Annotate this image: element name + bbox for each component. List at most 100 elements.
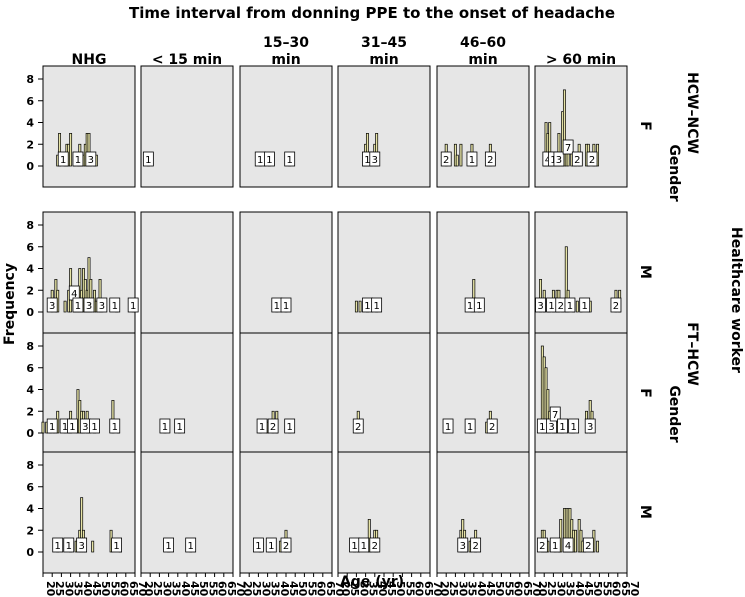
column-header-3-line2: min [369, 52, 398, 68]
value-label: 3 [99, 301, 105, 312]
panel-background [140, 451, 234, 574]
value-label-box [111, 537, 122, 553]
value-label: 1 [176, 422, 182, 433]
row-group-sublabel-1: Gender [666, 385, 682, 442]
value-label: 1 [49, 422, 55, 433]
row-label-3: M [637, 505, 653, 519]
histogram-bar [596, 540, 600, 553]
value-label-box [85, 151, 97, 167]
x-tick-label: 70 [431, 581, 444, 597]
panel-background [140, 211, 234, 334]
x-tick-label: 45 [90, 581, 103, 596]
value-label-box [72, 297, 84, 313]
histogram-bar [367, 519, 371, 553]
column-header-5: > 60 min [546, 52, 616, 68]
x-tick-label: 55 [600, 581, 613, 596]
histogram-bar [559, 519, 563, 553]
x-tick-label: 70 [234, 581, 247, 597]
panel-background [534, 332, 628, 455]
y-tick-label: 2 [26, 524, 34, 537]
x-tick-label: 40 [376, 581, 389, 597]
value-label-box [549, 537, 561, 553]
value-label: 1 [351, 541, 357, 552]
value-label-box [96, 297, 108, 313]
value-label: 4 [545, 155, 551, 166]
x-tick-label: 30 [456, 581, 469, 597]
y-tick-label: 4 [26, 263, 34, 276]
x-tick-label: 45 [385, 581, 398, 596]
x-tick-label: 70 [628, 581, 641, 597]
value-label: 1 [373, 301, 379, 312]
value-label: 2 [585, 541, 591, 552]
histogram-bar [41, 421, 45, 434]
value-label-box [142, 151, 154, 167]
y-tick-label: 0 [26, 306, 34, 319]
x-tick-label: 35 [170, 581, 183, 596]
x-tick-label: 25 [250, 581, 263, 596]
panel-background [337, 332, 431, 455]
value-label-box [584, 418, 596, 434]
value-label: 3 [372, 155, 378, 166]
value-label: 1 [268, 541, 274, 552]
value-label-box [582, 537, 594, 553]
row-label-0: F [637, 121, 653, 131]
value-label: 1 [550, 155, 556, 166]
x-tick-label: 40 [179, 581, 192, 597]
value-label: 4 [71, 289, 77, 300]
row-group-label-0: HCW–NCW [684, 72, 700, 154]
x-tick-label: 20 [339, 581, 352, 597]
value-label-box [369, 537, 381, 553]
panel-r2-c5: 1 371 1 3 [534, 332, 628, 455]
x-tick-label: 30 [62, 581, 75, 597]
y-tick-label: 6 [26, 481, 34, 494]
value-label: 1 [112, 301, 118, 312]
value-label: 2 [589, 155, 595, 166]
value-label-box [159, 418, 171, 434]
value-label: 1 [283, 301, 289, 312]
value-label: 3 [82, 422, 88, 433]
panel-background [436, 332, 530, 455]
value-label: 1 [552, 541, 558, 552]
value-label: 1 [66, 541, 72, 552]
value-label-box [464, 418, 476, 434]
panel-background [42, 451, 136, 574]
y-tick-label: 6 [26, 362, 34, 375]
x-tick-label: 30 [357, 581, 370, 597]
value-label-box [358, 537, 370, 553]
panel-background [436, 211, 530, 334]
value-label-box [484, 151, 496, 167]
value-label-box [568, 418, 580, 434]
histogram-bar [354, 300, 358, 313]
x-tick-label: 20 [142, 581, 155, 597]
value-label: 1 [75, 301, 81, 312]
value-label-box [549, 406, 561, 422]
value-label-box [57, 151, 69, 167]
panel-r0-c1: 1 [140, 65, 234, 188]
x-tick-label: 45 [287, 581, 300, 596]
value-label: 2 [558, 301, 564, 312]
histogram-bar [459, 143, 463, 167]
x-tick-label: 25 [53, 581, 66, 596]
value-label: 2 [355, 422, 361, 433]
panel-background [436, 65, 530, 188]
x-tick-label: 55 [305, 581, 318, 596]
column-header-4-line1: 46–60 [460, 35, 506, 51]
x-tick-label: 35 [564, 581, 577, 596]
value-label: 2 [372, 541, 378, 552]
histogram-bar [63, 300, 67, 313]
value-label: 1 [130, 301, 136, 312]
x-tick-label: 70 [136, 581, 149, 597]
value-label-box [562, 139, 574, 155]
value-label-box [46, 418, 58, 434]
x-tick-label: 40 [573, 581, 586, 597]
value-label-box [535, 297, 546, 313]
value-label-box [89, 418, 100, 434]
